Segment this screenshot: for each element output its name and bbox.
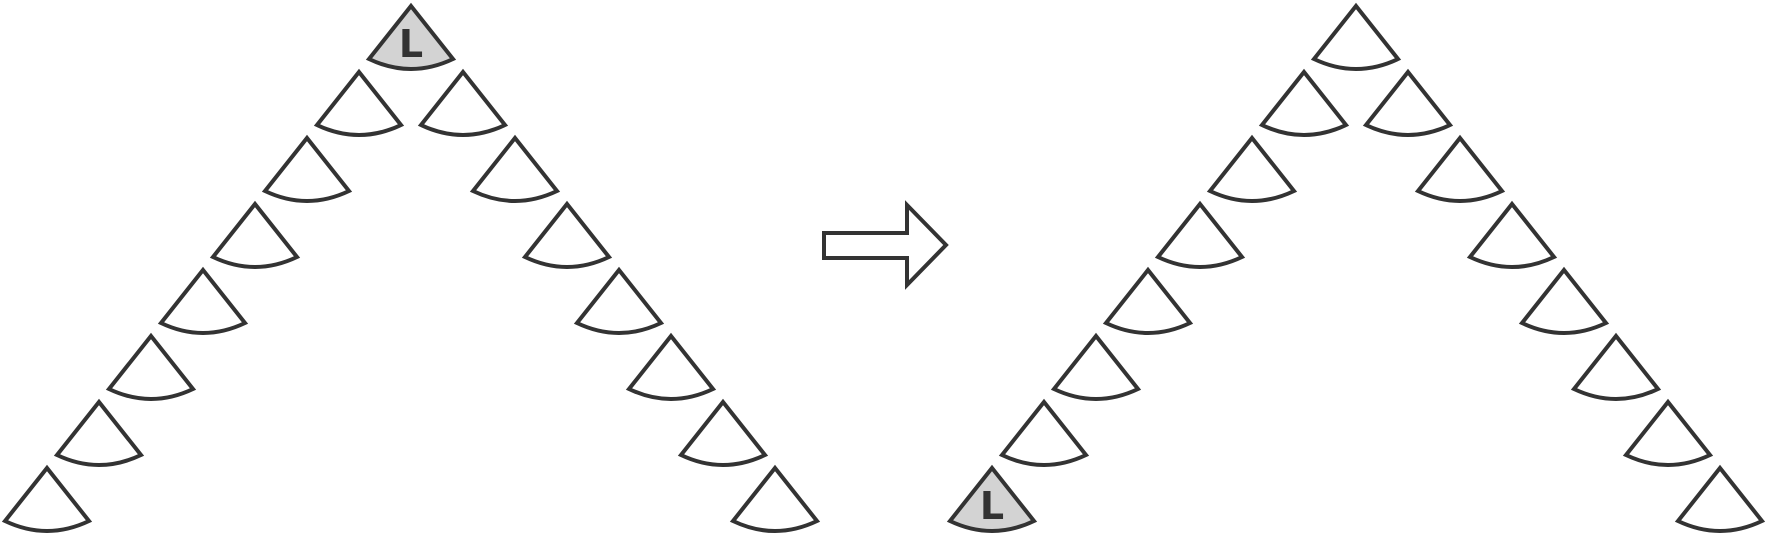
before-left-node-3 [209,200,301,269]
before-left-node-6 [53,398,145,467]
node-shape [417,68,509,137]
node-shape [53,398,145,467]
node-shape [998,398,1090,467]
after-right-node-6 [1622,398,1714,467]
node-shape [946,464,1038,533]
before-tree: L [1,2,821,533]
node-shape [521,200,613,269]
before-right-node-3 [521,200,613,269]
after-left-node-2 [1206,134,1298,203]
node-shape [365,2,457,71]
transition-arrow [822,200,949,290]
node-shape [1310,2,1402,71]
right-arrow-icon [822,200,949,290]
after-right-node-2 [1414,134,1506,203]
node-shape [1258,68,1350,137]
before-right-node-7 [729,464,821,533]
before-right-node-4 [573,266,665,335]
node-shape [1154,200,1246,269]
after-left-node-3 [1154,200,1246,269]
before-left-node-7 [1,464,93,533]
node-shape [573,266,665,335]
node-shape [1466,200,1558,269]
before-left-node-4 [157,266,249,335]
before-right-node-5 [625,332,717,401]
node-shape [1206,134,1298,203]
leader-label: L [399,22,423,66]
after-left-node-4 [1102,266,1194,335]
after-right-node-3 [1466,200,1558,269]
before-left-node-1 [313,68,405,137]
after-right-node-4 [1518,266,1610,335]
node-shape [209,200,301,269]
after-right-node-7 [1674,464,1766,533]
node-shape [1570,332,1662,401]
node-shape [469,134,561,203]
before-right-node-6 [677,398,769,467]
node-shape [313,68,405,137]
before-right-node-1 [417,68,509,137]
node-shape [1050,332,1142,401]
node-shape [105,332,197,401]
before-right-node-2 [469,134,561,203]
node-shape [677,398,769,467]
after-left-node-5 [1050,332,1142,401]
node-shape [261,134,353,203]
node-shape [729,464,821,533]
node-shape [1362,68,1454,137]
node-shape [1102,266,1194,335]
node-shape [1,464,93,533]
after-right-node-5 [1570,332,1662,401]
before-apex-node: L [365,2,457,71]
node-shape [625,332,717,401]
after-left-node-1 [1258,68,1350,137]
after-apex-node [1310,2,1402,71]
node-shape [1622,398,1714,467]
before-left-node-5 [105,332,197,401]
node-shape [1414,134,1506,203]
after-right-node-1 [1362,68,1454,137]
before-left-node-2 [261,134,353,203]
node-shape [1518,266,1610,335]
after-left-node-6 [998,398,1090,467]
after-left-node-7: L [946,464,1038,533]
leader-label: L [980,484,1004,528]
node-shape [1674,464,1766,533]
after-tree: L [946,2,1766,533]
node-shape [157,266,249,335]
